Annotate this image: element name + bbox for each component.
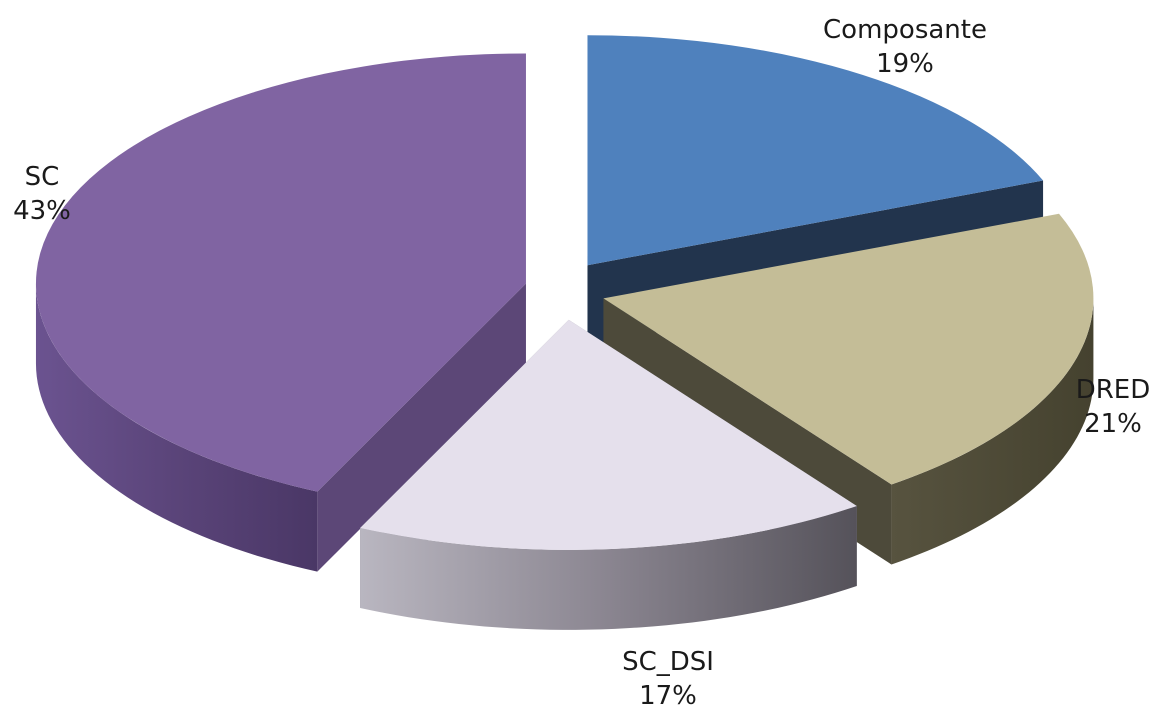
slice-wall xyxy=(317,283,526,572)
slices-layer xyxy=(35,35,1094,630)
slice-percent: 17% xyxy=(639,681,697,711)
slice-name: DRED xyxy=(1076,375,1151,405)
slice-side xyxy=(360,505,857,630)
slice-label-dred: DRED 21% xyxy=(1076,375,1151,439)
labels-layer: Composante 19% DRED 21% SC_DSI 17% SC 43% xyxy=(13,15,1150,711)
slice-sc xyxy=(35,53,526,572)
slice-percent: 19% xyxy=(876,49,934,79)
slice-label-sc-dsi: SC_DSI 17% xyxy=(622,647,714,711)
slice-label-sc: SC 43% xyxy=(13,162,71,226)
slice-side xyxy=(891,298,1094,565)
slice-percent: 21% xyxy=(1084,409,1142,439)
slice-side xyxy=(35,283,318,572)
slice-top xyxy=(35,53,526,492)
slice-percent: 43% xyxy=(13,196,71,226)
slice-name: Composante xyxy=(823,15,987,45)
slice-name: SC_DSI xyxy=(622,647,714,677)
slice-label-composante: Composante 19% xyxy=(823,15,987,79)
slice-name: SC xyxy=(25,162,60,192)
slice-top xyxy=(603,213,1094,485)
slice-top xyxy=(587,35,1044,266)
slice-top xyxy=(360,319,857,550)
slice-sc-dsi xyxy=(360,319,857,630)
